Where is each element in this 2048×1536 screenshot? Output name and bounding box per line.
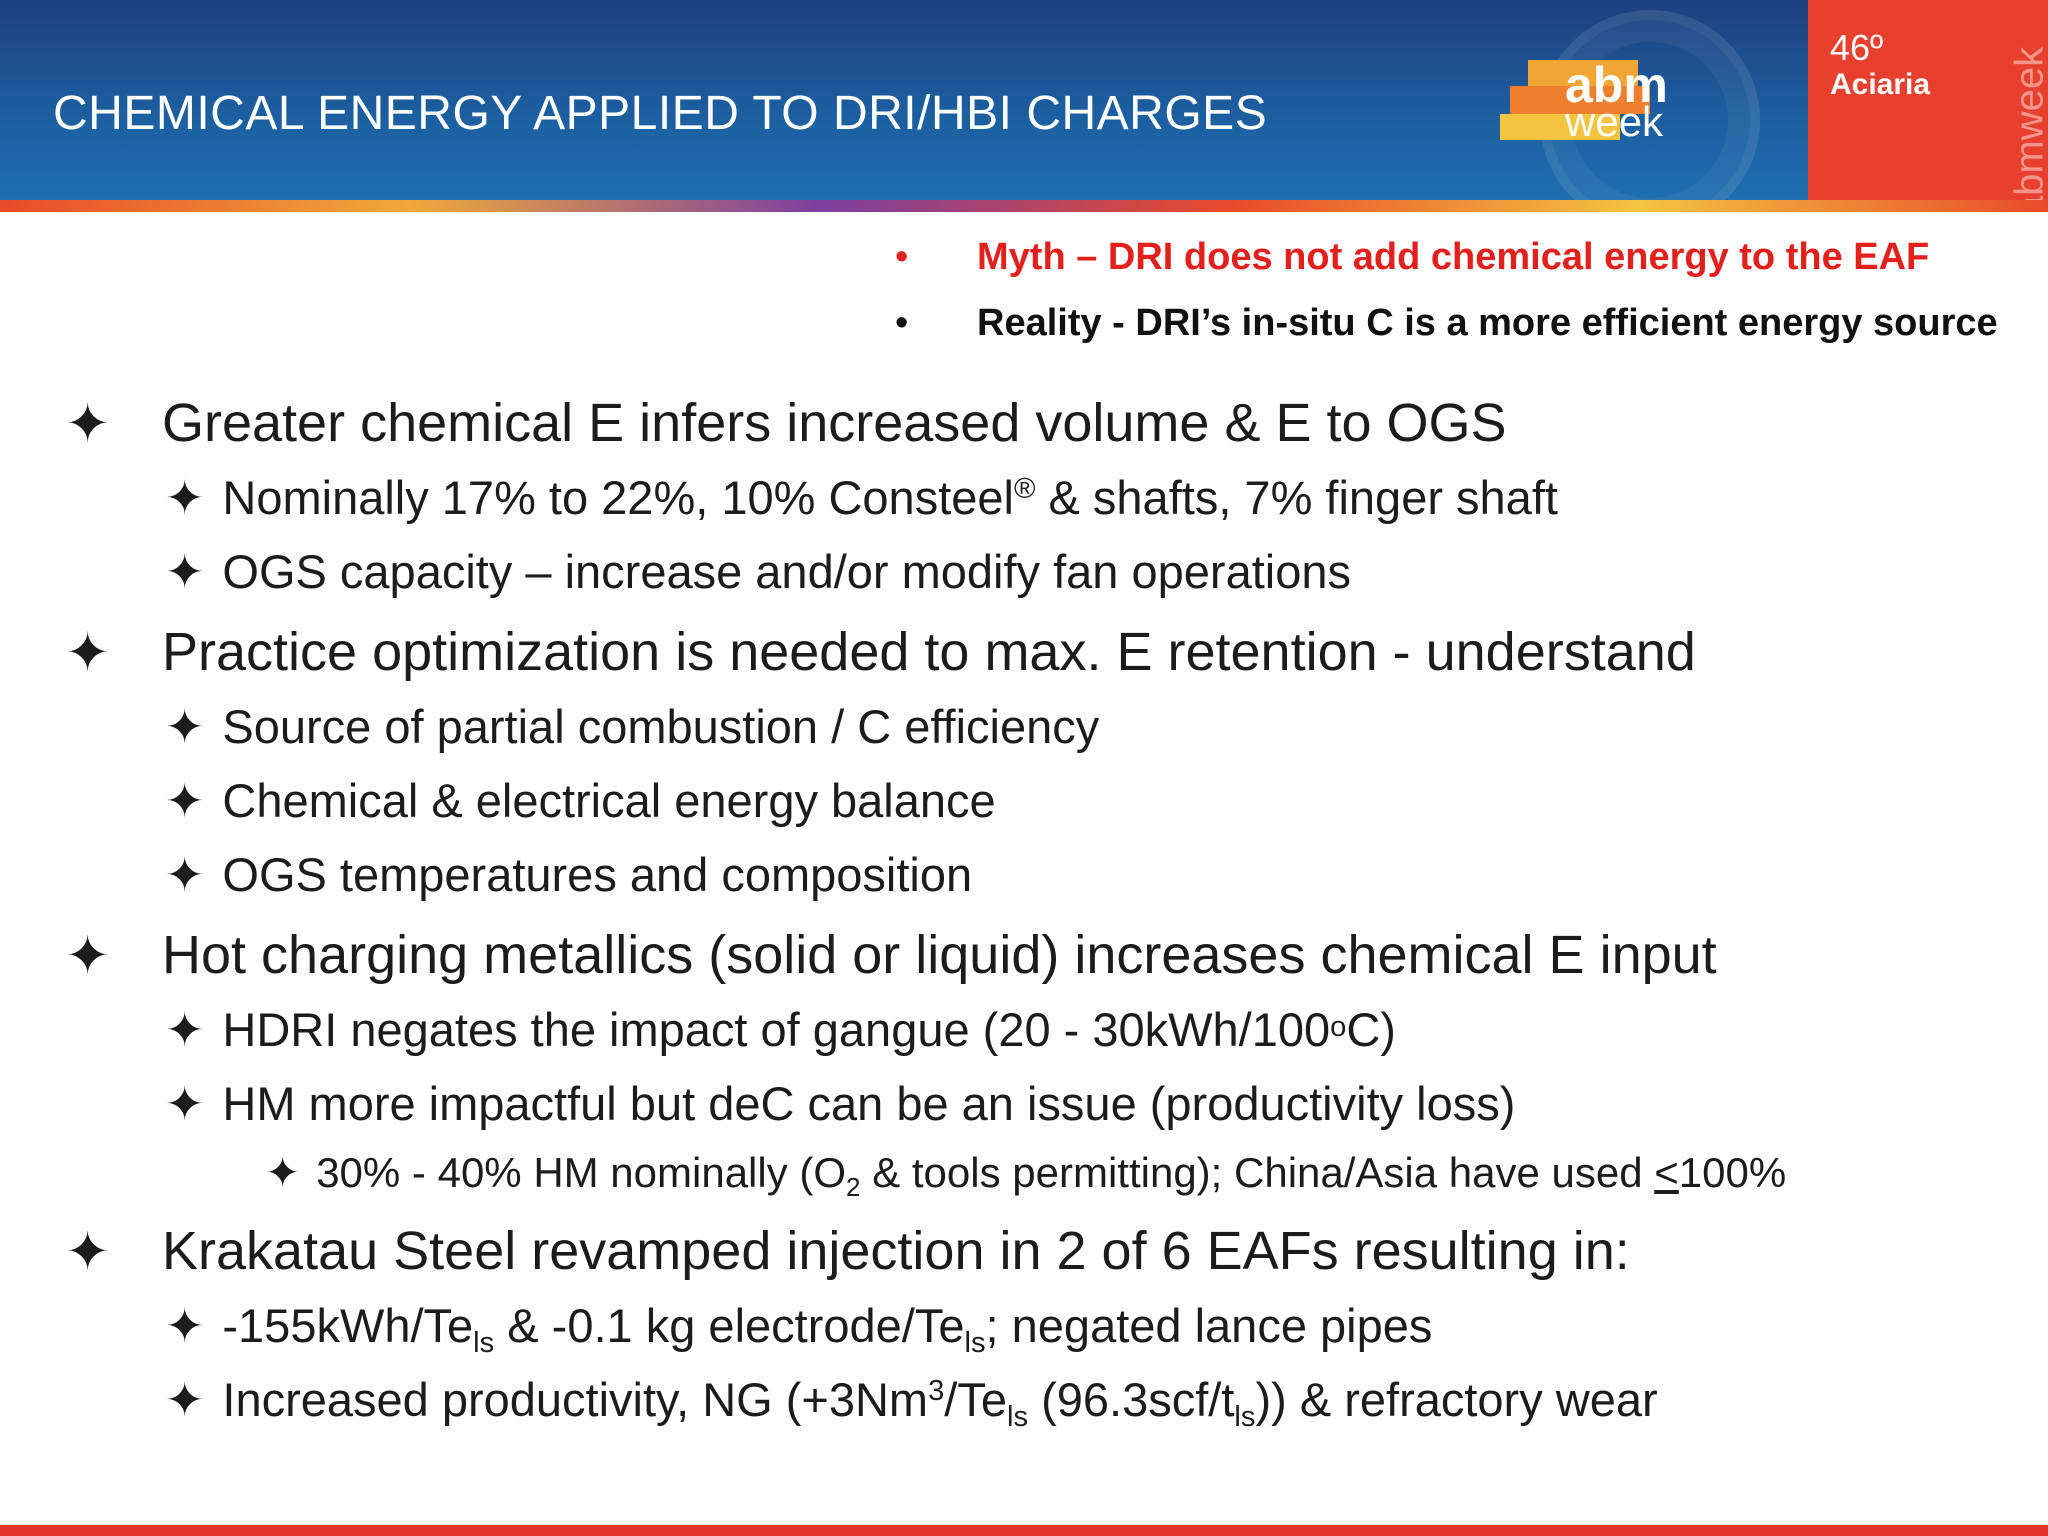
star-bullet-icon: ✦ [165,1003,205,1056]
slide-header: CHEMICAL ENERGY APPLIED TO DRI/HBI CHARG… [0,0,2048,208]
star-bullet-icon: ✦ [165,774,205,827]
sub-sub-bullet-hm-nominally: ✦ 30% - 40% HM nominally (O2 & tools perm… [265,1148,1786,1203]
star-bullet-icon: ✦ [165,471,205,524]
bullet-text: 30% - 40% HM nominally (O [316,1149,847,1196]
logo-abm-text: abm [1565,57,1668,113]
star-bullet-icon: ✦ [165,700,205,753]
bullet-text: HM more impactful but deC can be an issu… [222,1077,1516,1130]
subscript-ls: ls [473,1327,495,1360]
bullet-text: Greater chemical E infers increased volu… [162,393,1507,453]
reality-callout: • Reality - DRI’s in-situ C is a more ef… [895,290,1998,356]
star-bullet-icon: ✦ [165,1373,205,1426]
star-bullet-icon: ✦ [265,1149,301,1196]
degree-mark: o [1330,1010,1347,1043]
vertical-brand-text: abmweek [2007,46,2048,208]
footer-rule [0,1525,2048,1536]
superscript-3: 3 [928,1374,945,1407]
bullet-text: HDRI negates the impact of gangue (20 - … [222,1003,1331,1056]
main-bullet-krakatau: ✦ Krakatau Steel revamped injection in 2… [65,1220,1630,1282]
bullet-text: OGS capacity – increase and/or modify fa… [222,545,1351,598]
bullet-text: Krakatau Steel revamped injection in 2 o… [162,1221,1630,1281]
bullet-text-cont: (96.3scf/t [1028,1373,1235,1426]
sub-bullet-nominally: ✦ Nominally 17% to 22%, 10% Consteel® & s… [165,470,1558,526]
bullet-text-end: 100% [1678,1149,1787,1196]
bullet-text-cont: & -0.1 kg electrode/Te [494,1299,965,1352]
bullet-text: Increased productivity, NG (+3Nm [222,1373,929,1426]
bullet-text-cont: & tools permitting); China/Asia have use… [860,1149,1655,1196]
sub-bullet-increased-productivity: ✦ Increased productivity, NG (+3Nm3/Tels … [165,1372,1658,1434]
sub-bullet-ogs-temperatures: ✦ OGS temperatures and composition [165,847,972,903]
star-bullet-icon: ✦ [65,926,111,986]
callout-list: • Myth – DRI does not add chemical energ… [895,224,1998,356]
bullet-text-cont: /Te [944,1373,1007,1426]
bullet-text: -155kWh/Te [222,1299,474,1352]
bullet-text: Chemical & electrical energy balance [222,774,996,827]
subscript-2: 2 [846,1172,861,1203]
registered-mark: ® [1013,472,1036,505]
star-bullet-icon: ✦ [165,848,205,901]
star-bullet-icon: ✦ [165,1077,205,1130]
less-equal-sign: < [1654,1149,1679,1196]
reality-text: Reality - DRI’s in-situ C is a more effi… [977,302,1998,344]
myth-callout: • Myth – DRI does not add chemical energ… [895,224,1998,290]
main-bullet-practice-optimization: ✦ Practice optimization is needed to max… [65,621,1696,683]
bullet-text: Practice optimization is needed to max. … [162,622,1696,682]
sub-bullet-hm-impactful: ✦ HM more impactful but deC can be an iss… [165,1076,1515,1132]
bullet-text-end: ; negated lance pipes [985,1299,1433,1352]
bullet-text: OGS temperatures and composition [222,848,973,901]
sub-bullet-energy-balance: ✦ Chemical & electrical energy balance [165,773,996,829]
subscript-ls: ls [1234,1401,1256,1434]
edition-number: 46º [1830,27,1884,68]
star-bullet-icon: ✦ [65,394,111,454]
logo-week-text: week [1565,98,1664,145]
abm-week-logo-graphic [1500,60,1695,142]
myth-text: Myth – DRI does not add chemical energy … [977,236,1930,278]
bullet-text: Source of partial combustion / C efficie… [222,700,1100,753]
bullet-text-cont: C) [1346,1003,1396,1056]
sub-bullet-kwh-savings: ✦ -155kWh/Tels & -0.1 kg electrode/Tels; … [165,1298,1432,1360]
slide-title: CHEMICAL ENERGY APPLIED TO DRI/HBI CHARG… [53,87,1268,140]
bullet-text: Hot charging metallics (solid or liquid)… [162,925,1717,985]
sub-bullet-ogs-capacity: ✦ OGS capacity – increase and/or modify f… [165,544,1351,600]
sub-bullet-hdri: ✦ HDRI negates the impact of gangue (20 -… [165,1002,1396,1058]
edition-panel [1808,0,2048,208]
bullet-dot: • [895,236,909,278]
header-color-stripe [0,200,2048,212]
edition-label: Aciaria [1830,68,1931,101]
bullet-text-cont: & shafts, 7% finger shaft [1035,471,1558,524]
bullet-text-end: )) & refractory wear [1255,1373,1658,1426]
subscript-ls: ls [1007,1401,1029,1434]
bullet-dot: • [895,302,909,344]
sub-bullet-partial-combustion: ✦ Source of partial combustion / C effici… [165,699,1099,755]
subscript-ls: ls [964,1327,986,1360]
star-bullet-icon: ✦ [65,623,111,683]
star-bullet-icon: ✦ [65,1222,111,1282]
main-bullet-greater-chemical-e: ✦ Greater chemical E infers increased vo… [65,392,1507,454]
main-bullet-hot-charging: ✦ Hot charging metallics (solid or liqui… [65,924,1717,986]
star-bullet-icon: ✦ [165,1299,205,1352]
star-bullet-icon: ✦ [165,545,205,598]
bullet-text: Nominally 17% to 22%, 10% Consteel [222,471,1014,524]
